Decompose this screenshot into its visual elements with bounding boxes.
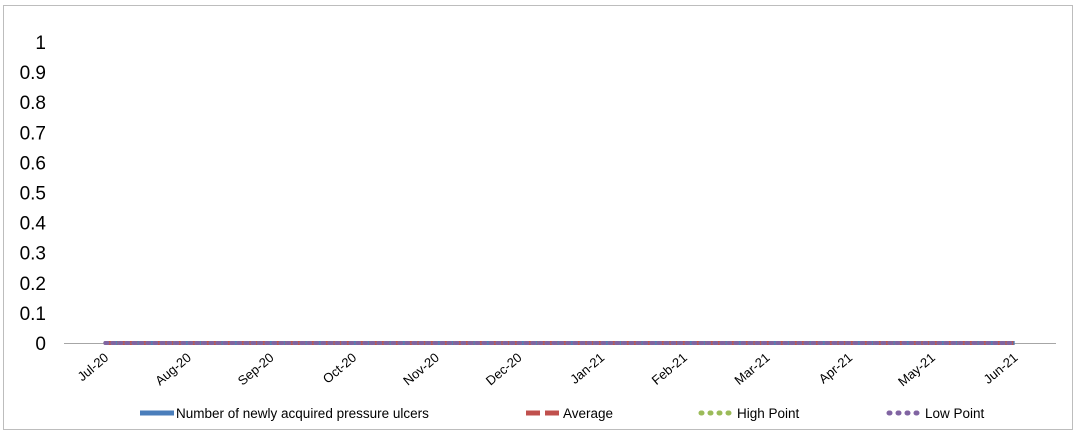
x-tick-label: Mar-21 <box>731 350 772 388</box>
y-tick-label: 0.3 <box>20 244 46 265</box>
x-tick-label: Dec-20 <box>483 350 525 388</box>
x-tick-label: Jan-21 <box>567 350 607 387</box>
chart-frame: 0 0.1 0.2 0.3 0.4 0.5 0.6 0.7 0.8 0.9 1 Jul-20 Aug-… <box>3 5 1073 430</box>
y-tick-label: 1 <box>35 33 46 54</box>
line-chart: 0 0.1 0.2 0.3 0.4 0.5 0.6 0.7 0.8 0.9 1 Jul-20 Aug-… <box>20 33 1056 421</box>
y-tick-label: 0.4 <box>20 214 47 235</box>
y-axis-tick-labels: 0 0.1 0.2 0.3 0.4 0.5 0.6 0.7 0.8 0.9 1 <box>20 33 47 355</box>
x-tick-label: Aug-20 <box>152 350 194 388</box>
x-tick-label: Oct-20 <box>320 350 360 387</box>
x-tick-label: May-21 <box>895 350 938 389</box>
y-tick-label: 0 <box>35 334 46 355</box>
legend-label: Low Point <box>925 406 985 421</box>
x-tick-label: Jul-20 <box>74 350 111 384</box>
y-tick-label: 0.8 <box>20 93 46 114</box>
x-tick-label: Apr-21 <box>816 350 856 387</box>
legend: Number of newly acquired pressure ulcers… <box>140 406 985 421</box>
legend-label: High Point <box>737 406 800 421</box>
y-tick-label: 0.7 <box>20 123 46 144</box>
y-tick-label: 0.2 <box>20 274 46 295</box>
x-tick-label: Nov-20 <box>400 350 442 388</box>
y-tick-label: 0.5 <box>20 184 46 205</box>
legend-label: Number of newly acquired pressure ulcers <box>176 406 429 421</box>
legend-label: Average <box>563 406 613 421</box>
x-tick-label: Sep-20 <box>235 350 277 388</box>
y-tick-label: 0.1 <box>20 304 46 325</box>
y-tick-label: 0.9 <box>20 63 46 84</box>
x-tick-label: Jun-21 <box>981 350 1021 387</box>
x-axis-tick-labels: Jul-20 Aug-20 Sep-20 Oct-20 Nov-20 Dec-20 Jan-… <box>74 350 1020 389</box>
x-tick-label: Feb-21 <box>649 350 690 388</box>
y-tick-label: 0.6 <box>20 153 46 174</box>
